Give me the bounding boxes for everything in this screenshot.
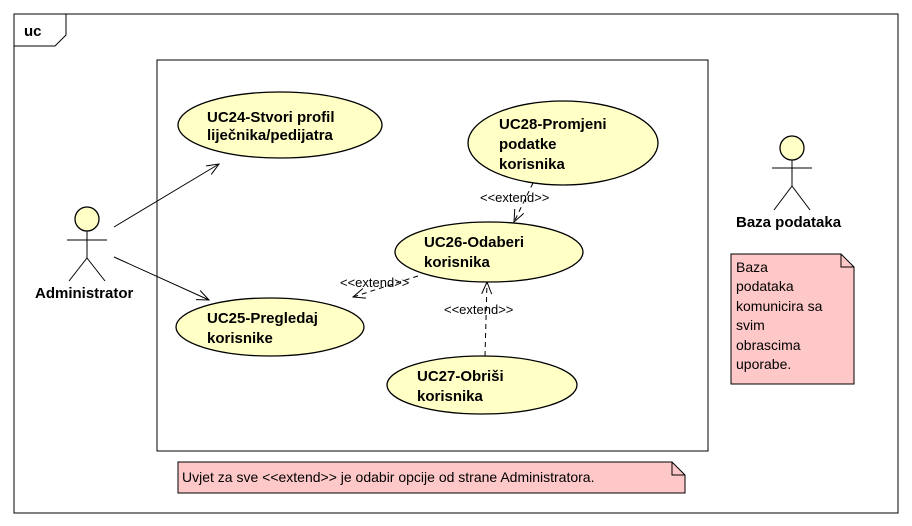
- use-case-uc26[interactable]: UC26-Odaberi korisnika: [394, 221, 584, 283]
- uc27-line-2: korisnika: [417, 388, 484, 405]
- note-database-line-1: Baza: [736, 259, 768, 275]
- note-database-line-5: obrascima: [736, 337, 801, 353]
- frame-label: uc: [24, 23, 42, 40]
- actor-figure-icon: [772, 135, 812, 211]
- extend-label-uc26-uc25: <<extend>>: [340, 275, 409, 290]
- uc26-line-2: korisnika: [424, 254, 491, 271]
- extend-label-uc28-uc26: <<extend>>: [480, 190, 549, 205]
- association-admin-uc24: [113, 164, 219, 228]
- use-case-uc25[interactable]: UC25-Pregledaj korisnike: [175, 297, 365, 357]
- uc26-line-1: UC26-Odaberi: [424, 234, 524, 251]
- note-condition: Uvjet za sve <<extend>> je odabir opcije…: [177, 461, 686, 494]
- note-database: Baza podataka komunicira sa svim obrasci…: [730, 253, 855, 385]
- uc24-line-1: UC24-Stvori profil: [207, 109, 335, 126]
- note-database-line-3: komunicira sa: [736, 298, 823, 314]
- note-database-line-2: podataka: [736, 278, 794, 294]
- extend-uc28-uc26: [514, 182, 534, 222]
- uc25-line-2: korisnike: [207, 330, 273, 347]
- association-admin-uc25: [113, 256, 209, 300]
- actor-database[interactable]: Baza podataka: [736, 135, 842, 231]
- extend-uc26-uc25: [353, 275, 419, 297]
- actor-administrator[interactable]: Administrator: [35, 206, 134, 302]
- frame-tab: [14, 14, 67, 47]
- uc28-line-3: korisnika: [499, 156, 566, 173]
- extend-label-uc27-uc26: <<extend>>: [444, 302, 513, 317]
- use-case-uc24[interactable]: UC24-Stvori profil liječnika/pedijatra: [177, 91, 383, 159]
- uc25-line-1: UC25-Pregledaj: [207, 310, 318, 327]
- note-condition-text: Uvjet za sve <<extend>> je odabir opcije…: [182, 469, 594, 485]
- note-database-line-6: uporabe.: [736, 356, 791, 372]
- uc28-line-2: podatke: [499, 136, 557, 153]
- uc24-line-2: liječnika/pedijatra: [207, 127, 334, 144]
- actor-database-label: Baza podataka: [736, 214, 842, 231]
- actor-figure-icon: [67, 206, 107, 282]
- actor-administrator-label: Administrator: [35, 285, 134, 302]
- extend-uc27-uc26: [485, 282, 487, 357]
- uc27-line-1: UC27-Obriši: [417, 368, 504, 385]
- note-database-line-4: svim: [736, 317, 765, 333]
- use-case-uc28[interactable]: UC28-Promjeni podatke korisnika: [467, 100, 659, 186]
- uc28-line-1: UC28-Promjeni: [499, 116, 607, 133]
- use-case-uc27[interactable]: UC27-Obriši korisnika: [386, 355, 578, 415]
